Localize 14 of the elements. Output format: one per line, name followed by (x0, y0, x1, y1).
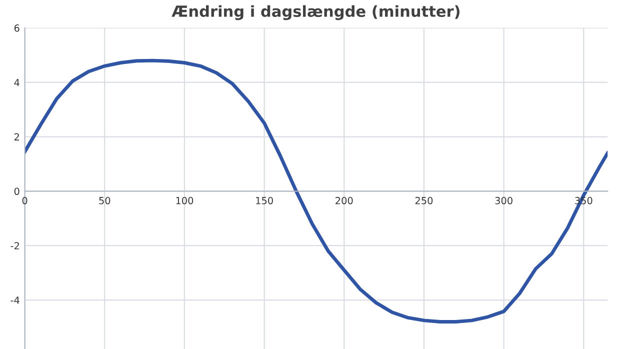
y-tick-label: 6 (14, 24, 20, 32)
x-tick-label: 100 (176, 196, 194, 204)
x-tick-label: 50 (99, 196, 110, 204)
y-tick-label: 2 (14, 133, 19, 140)
y-tick-label: -2 (10, 242, 19, 250)
y-tick-label: 0 (14, 188, 20, 196)
y-tick-label: 4 (14, 78, 20, 86)
x-tick-label: 0 (22, 196, 28, 204)
x-tick-label: 150 (256, 196, 273, 204)
x-tick-label: 250 (415, 196, 433, 204)
x-tick-label: 300 (495, 196, 512, 204)
x-tick-label: 200 (336, 196, 353, 204)
chart-title: Ændring i dagslængde (minutter) (172, 5, 460, 20)
y-tick-label: -4 (10, 296, 20, 304)
